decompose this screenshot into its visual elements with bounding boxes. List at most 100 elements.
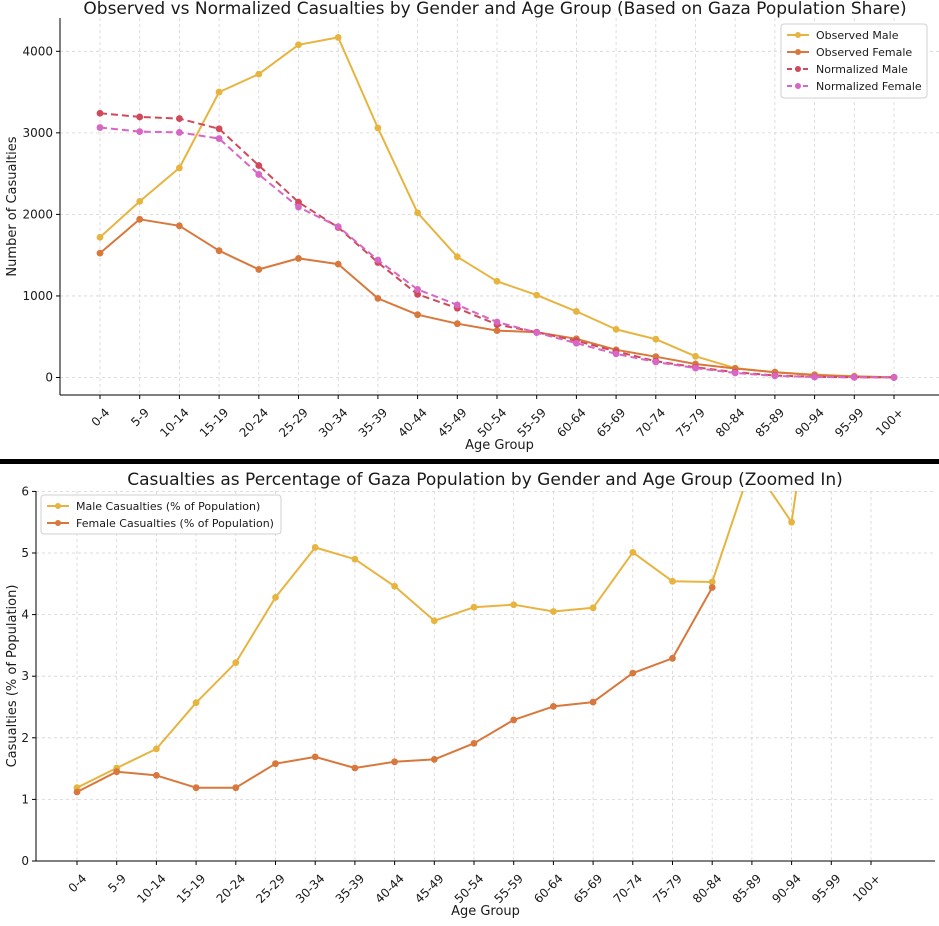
data-point	[550, 608, 557, 615]
legend-label: Normalized Female	[816, 80, 922, 93]
legend-box	[40, 494, 282, 535]
data-point	[255, 171, 263, 178]
series-male-casualties-of-population	[73, 491, 798, 792]
data-point	[374, 294, 382, 302]
data-point	[113, 768, 121, 776]
data-point	[295, 255, 302, 262]
legend-label: Normalized Male	[816, 63, 908, 76]
legend-item: Normalized Male	[787, 63, 908, 76]
data-point	[136, 128, 144, 136]
data-point	[153, 771, 160, 779]
data-point	[311, 544, 319, 551]
data-point	[136, 113, 144, 121]
data-point	[136, 197, 144, 205]
data-point	[334, 260, 342, 268]
legend-swatch-marker	[55, 503, 61, 509]
data-point	[96, 124, 104, 131]
legend-item: Observed Female	[787, 46, 912, 59]
data-point	[73, 788, 81, 796]
data-point	[629, 548, 637, 556]
data-point	[811, 373, 818, 381]
series-female-casualties-of-population	[73, 584, 716, 796]
data-point	[295, 198, 302, 206]
y-tick-label: 5	[21, 546, 29, 560]
data-point	[612, 325, 620, 333]
data-point	[311, 753, 319, 761]
data-point	[96, 109, 104, 117]
data-point	[176, 115, 183, 122]
y-tick-label: 3000	[22, 126, 53, 140]
data-point	[176, 222, 183, 230]
data-point	[731, 369, 739, 377]
y-tick-label: 0	[21, 854, 29, 868]
data-point	[430, 755, 438, 763]
data-point	[589, 698, 597, 706]
data-point	[255, 162, 263, 169]
data-point	[708, 578, 716, 586]
legend: Male Casualties (% of Population) Female …	[40, 494, 282, 535]
legend-item: Male Casualties (% of Population)	[47, 500, 260, 513]
data-point	[550, 702, 557, 710]
data-point	[136, 215, 144, 223]
y-axis-label: Casualties (% of Population)	[5, 585, 20, 768]
x-axis-label: Age Group	[451, 904, 520, 919]
data-point	[295, 203, 302, 211]
data-point	[708, 584, 716, 591]
data-point	[334, 34, 342, 41]
legend-item: Female Casualties (% of Population)	[47, 517, 274, 530]
data-point	[351, 764, 359, 772]
data-point	[850, 373, 858, 381]
legend-item: Observed Male	[787, 29, 899, 42]
data-point	[414, 209, 421, 217]
panel-divider	[0, 459, 939, 464]
data-point	[351, 555, 359, 563]
data-point	[414, 311, 421, 319]
y-tick-label: 6	[21, 484, 29, 498]
data-point	[669, 577, 676, 585]
series-normalized-female	[96, 124, 898, 381]
data-point	[692, 352, 699, 360]
legend-swatch-marker	[55, 520, 61, 526]
data-point	[391, 582, 398, 590]
data-point	[629, 669, 637, 677]
data-point	[493, 277, 501, 285]
data-point	[215, 135, 223, 142]
legend-label: Male Casualties (% of Population)	[76, 500, 260, 513]
data-point	[573, 339, 580, 347]
legend-label: Female Casualties (% of Population)	[76, 517, 274, 530]
data-point	[96, 249, 104, 257]
data-point	[470, 603, 478, 611]
data-point	[334, 223, 342, 231]
data-point	[652, 358, 660, 366]
data-point	[453, 320, 461, 328]
data-point	[215, 88, 223, 96]
data-point	[573, 308, 580, 315]
data-point	[272, 593, 279, 601]
legend-item: Normalized Female	[787, 80, 922, 93]
data-point	[272, 760, 279, 768]
y-tick-label: 1	[21, 792, 29, 806]
data-point	[788, 518, 795, 526]
y-axis-label: Number of Casualties	[5, 136, 20, 276]
data-point	[612, 350, 620, 358]
y-tick-label: 3	[21, 669, 29, 683]
data-point	[153, 745, 160, 753]
data-point	[215, 125, 223, 133]
data-point	[255, 266, 263, 273]
data-point	[470, 739, 478, 747]
data-point	[533, 291, 541, 299]
data-point	[414, 290, 421, 298]
data-point	[493, 327, 501, 335]
data-point	[493, 318, 501, 326]
data-point	[414, 286, 421, 293]
y-tick-label: 4	[21, 608, 29, 622]
data-point	[652, 335, 660, 343]
data-point	[215, 247, 223, 255]
data-point	[232, 784, 240, 792]
data-point	[589, 604, 597, 612]
data-point	[453, 301, 461, 309]
legend-box	[780, 23, 928, 99]
data-point	[771, 372, 779, 380]
y-tick-label: 2000	[22, 207, 53, 221]
